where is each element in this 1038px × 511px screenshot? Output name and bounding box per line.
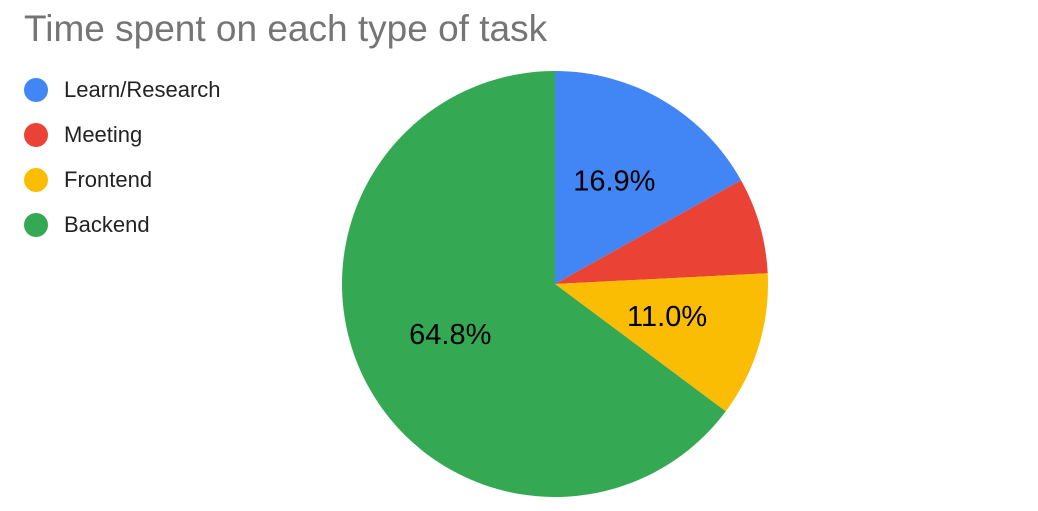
legend-swatch-frontend (24, 167, 48, 192)
slice-label-learn-research: 16.9% (573, 166, 655, 198)
legend-swatch-backend (24, 212, 48, 237)
legend-label-backend: Backend (64, 211, 150, 237)
pie-slice-meeting (555, 180, 768, 284)
pie-slice-learn-research (555, 71, 742, 284)
legend-item-backend: Backend (24, 202, 221, 247)
pie-labels: 16.9% 11.0% 64.8% (409, 166, 707, 352)
slice-label-frontend: 11.0% (627, 301, 707, 333)
legend-item-frontend: Frontend (24, 157, 221, 202)
legend-label-frontend: Frontend (64, 166, 153, 192)
legend-item-meeting: Meeting (24, 112, 221, 157)
legend-swatch-learn-research (24, 77, 48, 102)
legend-label-meeting: Meeting (64, 121, 143, 147)
pie-slice-backend (342, 71, 726, 498)
slice-label-backend: 64.8% (409, 319, 491, 351)
legend-item-learn-research: Learn/Research (24, 67, 221, 112)
pie-slices (342, 71, 768, 498)
legend-label-learn-research: Learn/Research (64, 76, 221, 102)
pie-slice-frontend (555, 273, 768, 412)
chart-title: Time spent on each type of task (24, 8, 548, 49)
legend: Learn/Research Meeting Frontend Backend (24, 67, 221, 247)
legend-swatch-meeting (24, 122, 48, 147)
